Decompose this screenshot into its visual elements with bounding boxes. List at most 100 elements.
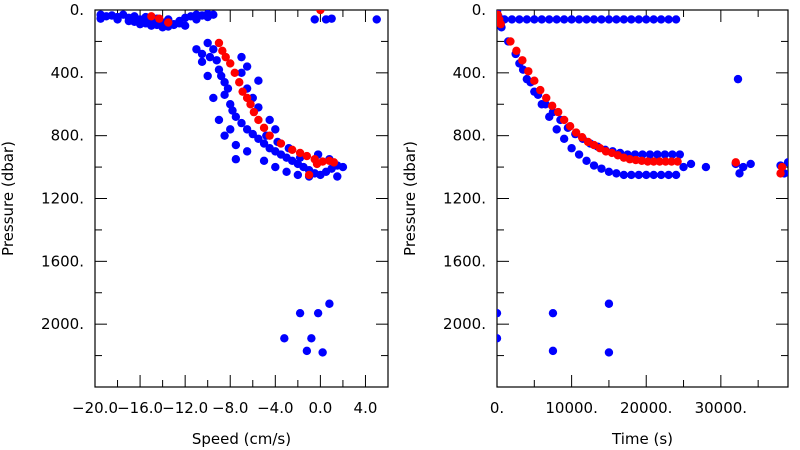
blue-data-point <box>231 112 241 122</box>
blue-data-point <box>597 15 606 24</box>
red-data-point <box>329 158 339 167</box>
blue-data-point <box>567 15 576 24</box>
x-tick-label: 4.0 <box>354 399 378 417</box>
blue-data-point <box>660 150 670 159</box>
red-data-point <box>731 158 740 167</box>
blue-data-point <box>656 170 666 180</box>
red-data-point <box>524 67 533 76</box>
blue-data-point <box>735 169 744 178</box>
blue-data-point <box>282 167 291 176</box>
speed-pressure-chart: 0. 400. 800. 1200. 1600. 2000. −20.0 −16.0 −12.0… <box>0 1 389 448</box>
red-data-point <box>155 14 164 23</box>
red-data-point <box>288 145 297 155</box>
red-data-point <box>667 157 676 166</box>
red-data-point <box>254 115 263 125</box>
blue-data-point <box>96 14 105 23</box>
x-tick-label: −20.0 <box>72 399 118 417</box>
blue-data-point <box>310 15 319 24</box>
blue-data-point <box>574 150 584 159</box>
red-data-point <box>235 78 244 87</box>
time-pressure-chart: 0. 400. 800. 1200. 1600. 2000. 0. 10000. 20000. 3… <box>401 1 789 448</box>
blue-data-point <box>545 112 554 122</box>
red-data-point <box>536 85 545 95</box>
blue-data-point <box>205 52 215 62</box>
red-data-point <box>661 157 670 166</box>
blue-data-point <box>141 19 150 28</box>
blue-data-point <box>293 170 303 180</box>
blue-data-point <box>203 71 212 81</box>
blue-data-point <box>497 308 502 318</box>
blue-data-point <box>619 170 629 180</box>
blue-data-point <box>507 15 517 24</box>
red-data-point <box>542 93 551 103</box>
red-data-point <box>312 159 322 169</box>
red-data-point <box>238 87 247 96</box>
red-data-point <box>218 46 227 56</box>
blue-data-point <box>223 84 233 93</box>
red-data-point <box>316 10 325 15</box>
blue-data-point <box>642 15 651 24</box>
plot-frame <box>94 9 389 388</box>
blue-data-point <box>175 19 184 28</box>
red-data-point <box>497 19 505 29</box>
blue-data-point <box>217 71 226 81</box>
y-axis-label: Pressure (dbar) <box>401 141 419 256</box>
blue-data-point <box>604 167 614 176</box>
blue-data-point <box>209 45 218 54</box>
blue-data-point <box>130 17 139 26</box>
y-tick-label: 800. <box>51 127 84 145</box>
blue-data-point <box>192 15 201 24</box>
y-tick-label: 400. <box>453 64 486 82</box>
blue-data-point <box>589 15 599 24</box>
blue-data-point <box>664 170 673 180</box>
blue-data-point <box>212 56 221 65</box>
red-data-point <box>302 151 312 161</box>
red-data-point <box>506 37 515 46</box>
blue-data-point <box>574 15 584 24</box>
blue-data-point <box>338 162 348 172</box>
red-data-point <box>259 123 269 133</box>
blue-data-point <box>649 15 658 24</box>
blue-data-point <box>522 15 532 24</box>
blue-data-point <box>313 308 323 318</box>
x-tick-label: 0.0 <box>308 399 332 417</box>
x-tick-label: 30000. <box>695 399 748 417</box>
y-tick-label: 800. <box>453 127 486 145</box>
blue-data-point <box>619 15 629 24</box>
blue-data-point <box>638 150 647 159</box>
blue-data-point <box>627 170 636 180</box>
blue-data-point <box>280 334 289 343</box>
red-data-point <box>226 59 235 68</box>
blue-data-point <box>634 170 643 180</box>
blue-data-point <box>231 140 241 150</box>
y-tick-label: 2000. <box>443 315 486 333</box>
blue-data-point <box>733 74 743 84</box>
blue-data-point <box>113 15 122 24</box>
blue-data-point <box>302 346 312 356</box>
blue-data-point <box>220 131 229 140</box>
plot-frame <box>496 9 789 388</box>
blue-data-point <box>248 129 257 139</box>
x-tick-label: 20000. <box>620 399 673 417</box>
blue-data-point <box>548 308 558 318</box>
blue-data-point <box>604 348 614 357</box>
blue-data-point <box>537 15 546 24</box>
blue-data-point <box>686 159 696 169</box>
blue-data-point <box>231 155 241 164</box>
y-tick-label: 0. <box>70 1 84 19</box>
blue-data-point <box>552 125 561 134</box>
blue-data-point <box>656 15 666 24</box>
blue-data-point <box>582 15 591 24</box>
red-data-point <box>649 157 658 166</box>
blue-data-point <box>372 15 381 24</box>
blue-data-point <box>701 162 711 172</box>
blue-data-point <box>664 15 673 24</box>
red-data-point <box>242 93 252 103</box>
blue-data-point <box>254 76 263 85</box>
red-data-point <box>673 157 682 166</box>
blue-data-point <box>649 170 658 180</box>
y-tick-label: 1200. <box>41 190 84 208</box>
red-data-point <box>530 76 539 85</box>
blue-data-point <box>259 156 269 165</box>
